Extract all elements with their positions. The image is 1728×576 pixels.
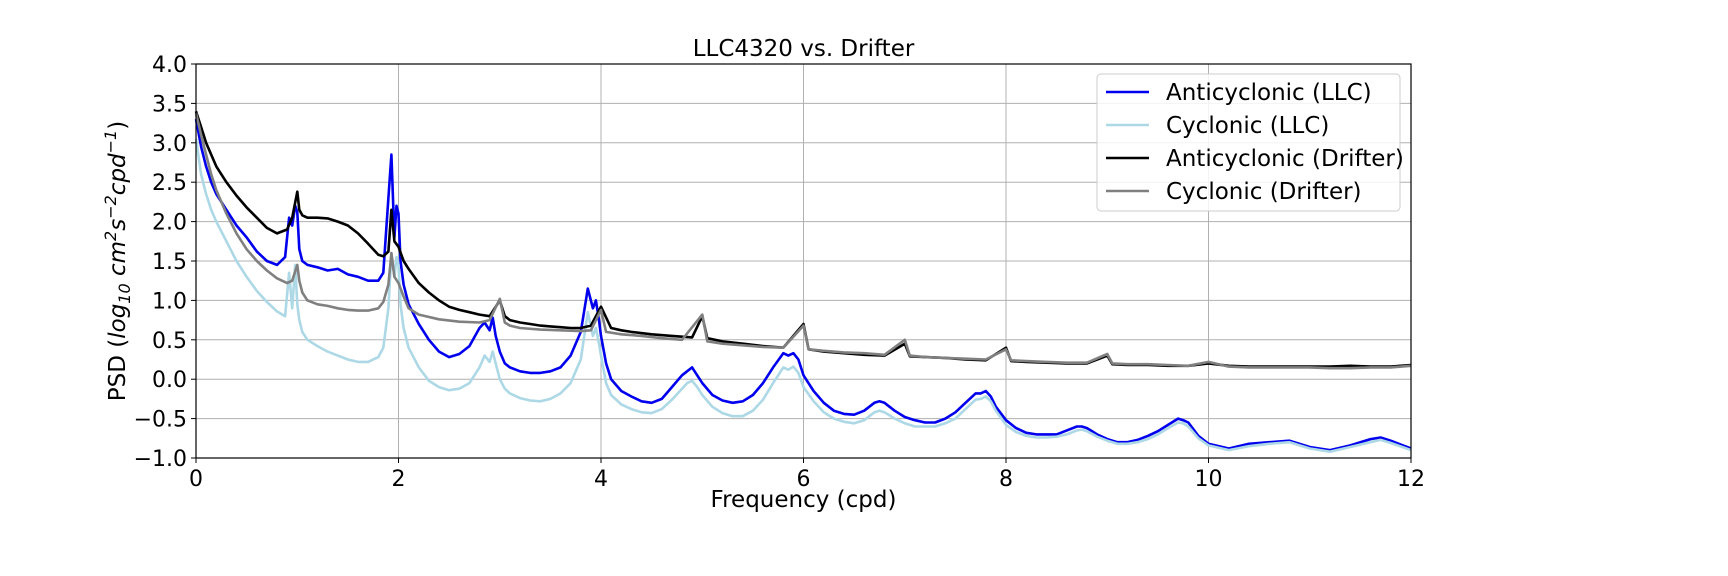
- legend-box: [1096, 73, 1401, 212]
- chart-title: LLC4320 vs. Drifter: [693, 36, 915, 62]
- legend-label: Cyclonic (LLC): [1166, 113, 1329, 139]
- x-axis-label: Frequency (cpd): [711, 487, 897, 513]
- series-line-3: [194, 112, 1412, 370]
- series-line-1: [194, 138, 1412, 453]
- x-tick-label: 2: [392, 467, 406, 492]
- legend: Anticyclonic (LLC) Cyclonic (LLC) Anticycl…: [1096, 73, 1404, 212]
- legend-label: Anticyclonic (Drifter): [1166, 146, 1404, 172]
- x-tick-label: 4: [594, 467, 608, 492]
- y-tick-label: −1.0: [134, 447, 187, 472]
- y-axis-label-suffix: ): [105, 121, 131, 130]
- y-axis-label-cm-sup: 2: [101, 231, 120, 241]
- legend-label: Anticyclonic (LLC): [1166, 80, 1372, 106]
- y-tick-label: 0.5: [152, 329, 187, 354]
- y-tick-label: 1.0: [152, 289, 187, 314]
- series-line-0: [194, 118, 1412, 452]
- x-tick-label: 10: [1195, 467, 1223, 492]
- y-axis-label-s: s: [105, 219, 131, 231]
- x-tick-label: 0: [189, 467, 203, 492]
- y-tick-label: 2.0: [152, 211, 187, 236]
- y-tick-label: 3.5: [152, 92, 187, 117]
- y-axis-label: PSD (log10 cm2s−2cpd−1): [101, 121, 134, 401]
- y-tick-label: 3.0: [152, 132, 187, 157]
- x-tick-label: 12: [1397, 467, 1425, 492]
- y-axis: −1.0 −0.5 0.0 0.5 1.0 1.5 2.0 2.5 3.0 3.5 4.0: [134, 53, 196, 472]
- x-tick-label: 6: [797, 467, 811, 492]
- legend-label: Cyclonic (Drifter): [1166, 179, 1362, 205]
- y-axis-label-cpd-sup: −1: [101, 130, 120, 154]
- y-axis-label-log: log: [105, 304, 131, 339]
- y-axis-label-s-sup: −2: [101, 195, 120, 219]
- y-axis-label-log-sub: 10: [115, 283, 134, 303]
- y-tick-label: 2.5: [152, 171, 187, 196]
- y-tick-label: 4.0: [152, 53, 187, 78]
- x-tick-label: 8: [999, 467, 1013, 492]
- y-tick-label: 0.0: [152, 368, 187, 393]
- y-axis-label-cm: cm: [105, 241, 131, 283]
- series-layer: [194, 110, 1412, 453]
- y-axis-label-cpd: cpd: [105, 153, 131, 195]
- y-tick-label: 1.5: [152, 250, 187, 275]
- y-tick-label: −0.5: [134, 408, 187, 433]
- x-axis: 0 2 4 6 8 10 12: [189, 458, 1425, 492]
- y-axis-label-prefix: PSD (: [105, 339, 131, 401]
